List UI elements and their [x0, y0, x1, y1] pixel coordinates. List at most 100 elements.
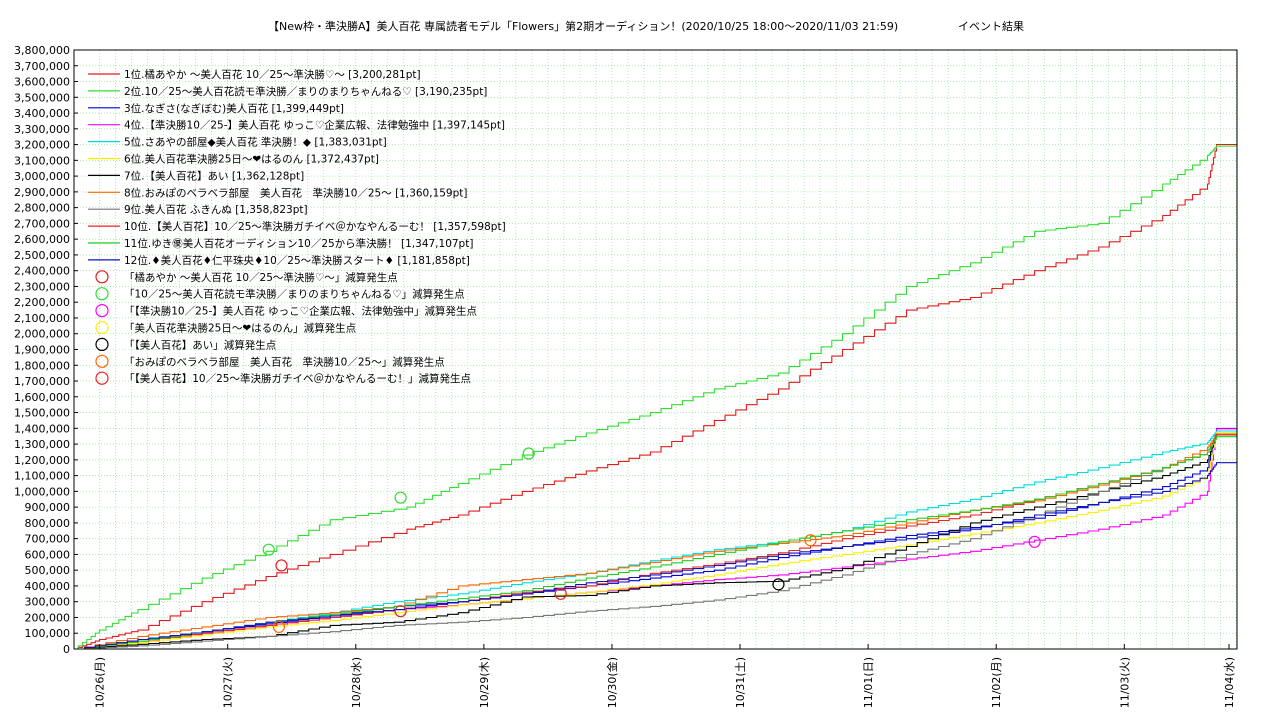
y-tick-label: 1,400,000 [14, 422, 70, 435]
y-tick-label: 3,200,000 [14, 139, 70, 152]
y-tick-label: 1,200,000 [14, 454, 70, 467]
y-tick-label: 800,000 [25, 517, 71, 530]
y-tick-label: 2,800,000 [14, 202, 70, 215]
x-tick-label: 10/30(金) [605, 657, 619, 708]
series-line-11 [74, 436, 1237, 650]
series-line-10 [74, 434, 1237, 650]
y-tick-label: 2,200,000 [14, 296, 70, 309]
legend-marker [95, 371, 109, 385]
x-tick-label: 10/27(火) [222, 657, 235, 708]
legend-entry: 8位.おみぽのベラベラ部屋 美人百花 準決勝10／25～ [1,360,159p… [124, 186, 468, 199]
x-tick-label: 10/28(水) [350, 657, 363, 708]
y-tick-label: 1,900,000 [14, 344, 70, 357]
series-line-8 [74, 434, 1237, 650]
y-tick-label: 1,300,000 [14, 438, 70, 451]
y-tick-label: 2,700,000 [14, 217, 70, 230]
penalty-marker [772, 578, 785, 591]
x-tick-label: 10/31(土) [734, 657, 747, 708]
x-tick-label: 11/04(水) [1223, 657, 1236, 708]
penalty-marker [262, 543, 275, 556]
series-line-5 [74, 430, 1237, 650]
y-tick-label: 3,500,000 [14, 91, 70, 104]
y-tick-label: 2,500,000 [14, 249, 70, 262]
legend-entry: 12位.♦美人百花♦仁平珠央♦10／25～準決勝スタート♦ [1,181,858… [124, 254, 470, 267]
x-tick-label: 11/02(月) [990, 657, 1003, 708]
legend-penalty-entry: 「おみぽのベラベラ部屋 美人百花 準決勝10／25～」減算発生点 [124, 355, 445, 368]
legend-entry: 7位.【美人百花】あい [1,362,128pt] [124, 169, 304, 182]
x-tick-label: 10/29(木) [478, 657, 491, 708]
y-tick-label: 2,000,000 [14, 328, 70, 341]
x-tick-label: 11/03(火) [1118, 657, 1131, 708]
series-line-9 [74, 434, 1237, 650]
y-tick-label: 1,500,000 [14, 407, 70, 420]
legend-marker [95, 337, 109, 351]
y-tick-label: 300,000 [25, 596, 71, 609]
legend-penalty-entry: 「10／25～美人百花読モ準決勝／まりのまりちゃんねる♡」減算発生点 [124, 288, 465, 301]
y-tick-label: 1,100,000 [14, 470, 70, 483]
y-tick-label: 1,600,000 [14, 391, 70, 404]
y-tick-label: 3,800,000 [14, 44, 70, 57]
legend-marker [95, 304, 109, 318]
legend-entry: 4位.【準決勝10／25-】美人百花 ゆっこ♡企業広報、法律勉強中 [1,397… [124, 119, 505, 132]
chart-subtitle: イベント結果 [958, 19, 1024, 33]
penalty-marker [275, 559, 288, 572]
legend-penalty-entry: 「美人百花準決勝25日〜❤はるのん」減算発生点 [124, 322, 356, 335]
y-tick-label: 2,900,000 [14, 186, 70, 199]
y-tick-label: 900,000 [25, 501, 71, 514]
legend-penalty-entry: 「【準決勝10／25-】美人百花 ゆっこ♡企業広報、法律勉強中」減算発生点 [124, 305, 477, 318]
legend: 1位.橘あやか ～美人百花 10／25～準決勝♡～ [3,200,281pt] 2… [88, 68, 506, 385]
penalty-markers [262, 447, 1041, 634]
penalty-marker [394, 605, 407, 618]
series-line-7 [74, 433, 1237, 650]
legend-marker [95, 354, 109, 368]
y-tick-label: 200,000 [25, 611, 71, 624]
legend-marker [95, 320, 109, 335]
chart-title: 【New枠・準決勝A】美人百花 専属読者モデル「Flowers」第2期オーディシ… [268, 19, 898, 33]
penalty-marker [1028, 535, 1041, 548]
y-tick-label: 3,000,000 [14, 170, 70, 183]
legend-marker [95, 287, 109, 301]
y-tick-label: 1,000,000 [14, 485, 70, 498]
penalty-marker [554, 587, 567, 600]
series-line-1 [74, 143, 1237, 650]
y-tick-label: 3,700,000 [14, 60, 70, 73]
y-tick-label: 400,000 [25, 580, 71, 593]
legend-entry: 9位.美人百花 ふきんぬ [1,358,823pt] [124, 203, 308, 216]
series-line-12 [74, 462, 1237, 650]
y-tick-label: 2,300,000 [14, 280, 70, 293]
legend-penalty-entry: 「橘あやか ～美人百花 10／25～準決勝♡～」減算発生点 [124, 271, 398, 284]
y-tick-label: 3,100,000 [14, 154, 70, 167]
y-tick-label: 1,800,000 [14, 359, 70, 372]
legend-marker [95, 270, 109, 284]
legend-entry: 11位.ゆき㊝美人百花オーディション10／25から準決勝！ [1,347,107… [124, 237, 473, 250]
y-tick-label: 2,100,000 [14, 312, 70, 325]
legend-entry: 10位.【美人百花】10／25～準決勝ガチイベ＠かなやんるーむ！ [1,357,… [124, 220, 506, 233]
series-line-6 [74, 432, 1237, 650]
legend-penalty-entry: 「【美人百花】10／25～準決勝ガチイベ＠かなやんるーむ！」減算発生点 [124, 372, 471, 385]
y-axis-ticks: 0 100,000 200,000 300,000 400,000 500,000 600,… [14, 44, 78, 656]
penalty-marker [804, 534, 817, 547]
y-tick-label: 3,400,000 [14, 107, 70, 120]
y-tick-label: 0 [63, 643, 70, 656]
penalty-marker [272, 620, 286, 634]
x-tick-label: 11/01(日) [862, 657, 875, 708]
y-tick-label: 2,600,000 [14, 233, 70, 246]
y-tick-label: 600,000 [25, 548, 71, 561]
y-tick-label: 2,400,000 [14, 265, 70, 278]
legend-entry: 2位.10／25～美人百花読モ準決勝／まりのまりちゃんねる♡ [3,190,23… [124, 85, 487, 98]
grid [74, 49, 1237, 650]
legend-penalty-entry: 「【美人百花】あい」減算発生点 [124, 338, 276, 351]
series-line-2 [74, 145, 1237, 650]
y-tick-label: 500,000 [25, 564, 71, 577]
legend-entry: 6位.美人百花準決勝25日〜❤はるのん [1,372,437pt] [124, 153, 379, 166]
x-tick-label: 10/26(月) [94, 657, 107, 708]
legend-entry: 3位.なぎさ(なぎぼむ)美人百花 [1,399,449pt] [124, 102, 344, 115]
y-tick-label: 3,300,000 [14, 123, 70, 136]
legend-entry: 1位.橘あやか ～美人百花 10／25～準決勝♡～ [3,200,281pt] [124, 68, 421, 81]
y-tick-label: 1,700,000 [14, 375, 70, 388]
series-lines [74, 143, 1237, 650]
penalty-marker [394, 491, 407, 504]
x-axis-ticks: 10/26(月) 10/27(火) 10/28(水) 10/29(木) 10/30(金)… [94, 644, 1236, 708]
penalty-marker [522, 447, 535, 460]
